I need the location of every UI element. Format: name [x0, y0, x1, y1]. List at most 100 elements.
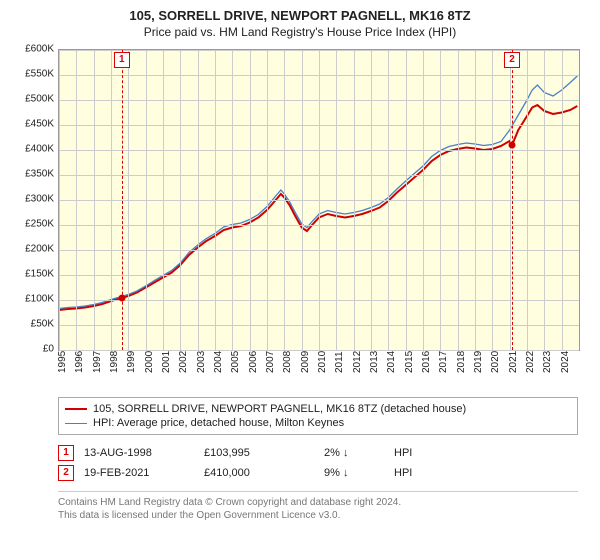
- footer-attribution: Contains HM Land Registry data © Crown c…: [58, 491, 578, 522]
- legend-swatch: [65, 408, 87, 410]
- y-tick-label: £300K: [12, 194, 54, 205]
- marker-vline-1: [122, 50, 123, 350]
- datapoint-price: £103,995: [204, 447, 314, 459]
- x-tick-label: 2002: [178, 351, 189, 373]
- x-gridline: [76, 50, 77, 350]
- x-tick-label: 1995: [57, 351, 68, 373]
- x-tick-label: 2013: [369, 351, 380, 373]
- x-gridline: [128, 50, 129, 350]
- x-tick-label: 1999: [126, 351, 137, 373]
- plot-region: 12: [58, 49, 580, 351]
- datapoint-row: 2 19-FEB-2021 £410,000 9% ↓ HPI: [58, 463, 578, 483]
- datapoint-delta: 2% ↓: [324, 447, 384, 459]
- x-gridline: [267, 50, 268, 350]
- x-gridline: [284, 50, 285, 350]
- x-tick-label: 1997: [92, 351, 103, 373]
- data-points-panel: 1 13-AUG-1998 £103,995 2% ↓ HPI 2 19-FEB-2021 £…: [58, 443, 578, 483]
- footer-line1: Contains HM Land Registry data © Crown c…: [58, 496, 578, 509]
- x-tick-label: 2012: [352, 351, 363, 373]
- x-tick-label: 2015: [404, 351, 415, 373]
- x-gridline: [250, 50, 251, 350]
- x-tick-label: 2011: [334, 351, 345, 373]
- y-tick-label: £550K: [12, 69, 54, 80]
- y-tick-label: £100K: [12, 294, 54, 305]
- x-tick-label: 2009: [300, 351, 311, 373]
- x-gridline: [59, 50, 60, 350]
- x-tick-label: 2014: [386, 351, 397, 373]
- datapoint-id-box: 2: [58, 465, 74, 481]
- legend: 105, SORRELL DRIVE, NEWPORT PAGNELL, MK1…: [58, 397, 578, 435]
- datapoint-date: 19-FEB-2021: [84, 467, 194, 479]
- x-tick-label: 2024: [560, 351, 571, 373]
- legend-row: HPI: Average price, detached house, Milt…: [65, 416, 571, 430]
- x-gridline: [458, 50, 459, 350]
- x-tick-label: 1996: [74, 351, 85, 373]
- x-tick-label: 2004: [213, 351, 224, 373]
- x-gridline: [354, 50, 355, 350]
- y-tick-label: £250K: [12, 219, 54, 230]
- x-gridline: [527, 50, 528, 350]
- datapoint-date: 13-AUG-1998: [84, 447, 194, 459]
- x-gridline: [163, 50, 164, 350]
- x-gridline: [180, 50, 181, 350]
- datapoint-price: £410,000: [204, 467, 314, 479]
- x-tick-label: 1998: [109, 351, 120, 373]
- x-gridline: [510, 50, 511, 350]
- x-gridline: [406, 50, 407, 350]
- y-tick-label: £350K: [12, 169, 54, 180]
- datapoint-id-box: 1: [58, 445, 74, 461]
- legend-swatch: [65, 423, 87, 424]
- x-gridline: [146, 50, 147, 350]
- x-tick-label: 2023: [542, 351, 553, 373]
- datapoint-vs: HPI: [394, 467, 454, 479]
- x-tick-label: 2019: [473, 351, 484, 373]
- x-tick-label: 2022: [525, 351, 536, 373]
- marker-callout-1: 1: [114, 52, 130, 68]
- marker-dot-1: [118, 295, 125, 302]
- x-tick-label: 2005: [230, 351, 241, 373]
- x-tick-label: 2017: [438, 351, 449, 373]
- marker-vline-2: [512, 50, 513, 350]
- title-line1: 105, SORRELL DRIVE, NEWPORT PAGNELL, MK1…: [12, 8, 588, 23]
- y-tick-label: £200K: [12, 244, 54, 255]
- datapoint-vs: HPI: [394, 447, 454, 459]
- marker-dot-2: [509, 142, 516, 149]
- x-gridline: [388, 50, 389, 350]
- footer-line2: This data is licensed under the Open Gov…: [58, 509, 578, 522]
- y-tick-label: £400K: [12, 144, 54, 155]
- x-gridline: [544, 50, 545, 350]
- x-tick-label: 2010: [317, 351, 328, 373]
- legend-label: HPI: Average price, detached house, Milt…: [93, 417, 344, 429]
- x-gridline: [319, 50, 320, 350]
- y-tick-label: £500K: [12, 94, 54, 105]
- x-tick-label: 2021: [508, 351, 519, 373]
- x-tick-label: 2018: [456, 351, 467, 373]
- x-gridline: [562, 50, 563, 350]
- x-gridline: [475, 50, 476, 350]
- legend-row: 105, SORRELL DRIVE, NEWPORT PAGNELL, MK1…: [65, 402, 571, 416]
- x-gridline: [492, 50, 493, 350]
- y-tick-label: £0: [12, 344, 54, 355]
- title-line2: Price paid vs. HM Land Registry's House …: [12, 25, 588, 39]
- datapoint-delta: 9% ↓: [324, 467, 384, 479]
- y-tick-label: £150K: [12, 269, 54, 280]
- x-tick-label: 2016: [421, 351, 432, 373]
- legend-label: 105, SORRELL DRIVE, NEWPORT PAGNELL, MK1…: [93, 403, 466, 415]
- x-tick-label: 2006: [248, 351, 259, 373]
- x-gridline: [198, 50, 199, 350]
- y-tick-label: £450K: [12, 119, 54, 130]
- x-tick-label: 2000: [144, 351, 155, 373]
- x-tick-label: 2020: [490, 351, 501, 373]
- x-gridline: [371, 50, 372, 350]
- marker-callout-2: 2: [504, 52, 520, 68]
- x-gridline: [440, 50, 441, 350]
- x-gridline: [423, 50, 424, 350]
- x-gridline: [336, 50, 337, 350]
- x-tick-label: 2008: [282, 351, 293, 373]
- x-gridline: [232, 50, 233, 350]
- x-gridline: [94, 50, 95, 350]
- x-gridline: [215, 50, 216, 350]
- chart-area: £0 £50K £100K £150K £200K £250K £300K £350K £400…: [12, 43, 588, 391]
- y-tick-label: £50K: [12, 319, 54, 330]
- x-tick-label: 2007: [265, 351, 276, 373]
